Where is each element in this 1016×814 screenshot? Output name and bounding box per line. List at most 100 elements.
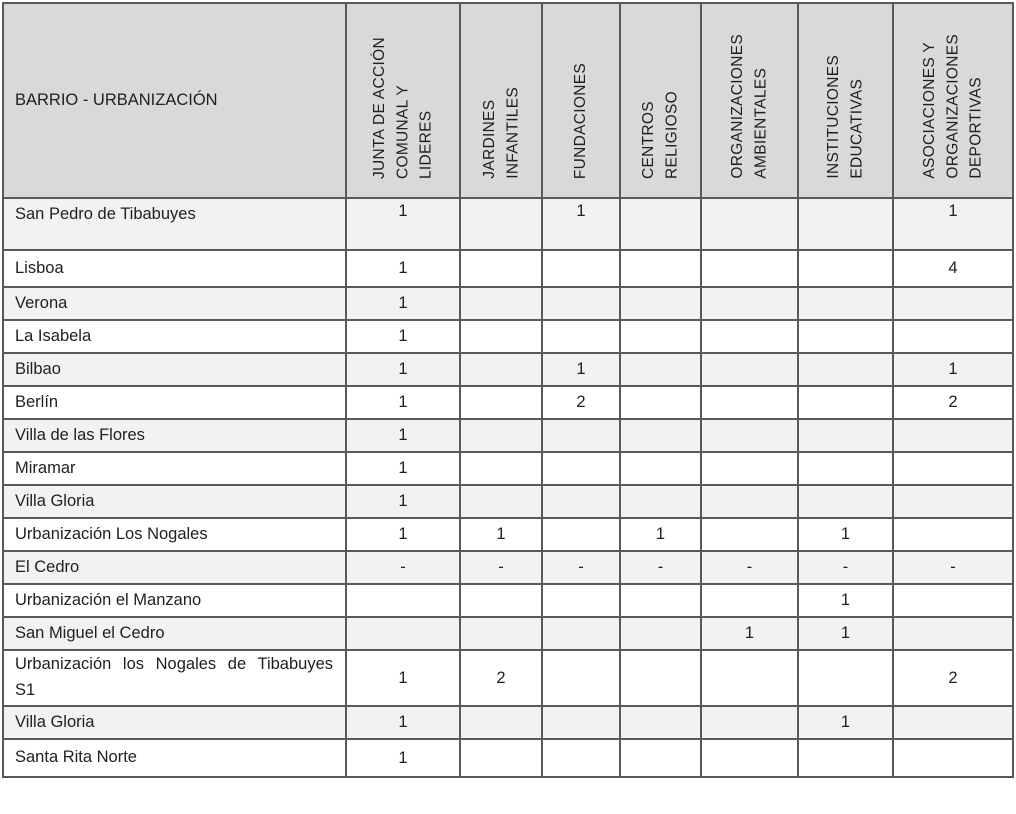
table-body: San Pedro de Tibabuyes 1 1 1 Lisboa 1 4 Verona 1… <box>2 197 1014 778</box>
value-cell <box>892 583 1014 618</box>
value-cell <box>619 451 702 486</box>
value-cell: - <box>619 550 702 585</box>
value-cell <box>892 705 1014 740</box>
value-cell: 1 <box>797 616 894 651</box>
barrio-name-cell: Villa Gloria <box>2 484 347 519</box>
table-row: Villa Gloria 1 <box>2 484 1014 519</box>
value-cell: 1 <box>892 352 1014 387</box>
barrio-name-cell: Villa de las Flores <box>2 418 347 453</box>
column-header-label: ASOCIACIONES Y ORGANIZACIONES DEPORTIVAS <box>921 34 985 179</box>
value-cell <box>797 197 894 251</box>
column-header-label: INSTITUCIONES EDUCATIVAS <box>825 55 866 179</box>
value-cell <box>797 484 894 519</box>
value-cell: - <box>797 550 894 585</box>
value-cell <box>892 286 1014 321</box>
column-header-2: FUNDACIONES <box>541 2 621 199</box>
value-cell: 1 <box>797 517 894 552</box>
value-cell <box>619 418 702 453</box>
value-cell <box>541 705 621 740</box>
column-header-label: JUNTA DE ACCIÓN COMUNAL Y LIDERES <box>371 36 435 179</box>
value-cell <box>541 249 621 288</box>
value-cell: - <box>345 550 461 585</box>
barrio-name-cell: Urbanización los Nogales de Tibabuyes S1 <box>2 649 347 707</box>
value-cell: - <box>700 550 799 585</box>
value-cell <box>619 705 702 740</box>
value-cell <box>700 249 799 288</box>
value-cell <box>459 197 543 251</box>
value-cell <box>345 616 461 651</box>
value-cell <box>541 418 621 453</box>
value-cell <box>619 583 702 618</box>
value-cell <box>541 517 621 552</box>
column-header-label: JARDINES INFANTILES <box>480 87 521 179</box>
value-cell <box>892 418 1014 453</box>
table-row: Villa de las Flores 1 <box>2 418 1014 453</box>
value-cell <box>797 649 894 707</box>
value-cell <box>700 385 799 420</box>
table-row: Verona 1 <box>2 286 1014 321</box>
column-header-label: FUNDACIONES <box>572 62 590 179</box>
value-cell: 1 <box>459 517 543 552</box>
barrio-name-cell: Miramar <box>2 451 347 486</box>
value-cell <box>797 352 894 387</box>
value-cell: 1 <box>345 385 461 420</box>
barrio-name-cell: San Pedro de Tibabuyes <box>2 197 347 251</box>
table-row: Urbanización los Nogales de Tibabuyes S1… <box>2 649 1014 707</box>
barrio-name-cell: Urbanización Los Nogales <box>2 517 347 552</box>
value-cell <box>700 197 799 251</box>
value-cell <box>619 286 702 321</box>
barrio-name-cell: Verona <box>2 286 347 321</box>
value-cell <box>700 517 799 552</box>
barrio-name-cell: Urbanización el Manzano <box>2 583 347 618</box>
value-cell <box>797 286 894 321</box>
value-cell: 1 <box>345 286 461 321</box>
value-cell <box>700 319 799 354</box>
value-cell <box>459 451 543 486</box>
table-row: San Pedro de Tibabuyes 1 1 1 <box>2 197 1014 251</box>
column-header-label: ORGANIZACIONES AMBIENTALES <box>729 34 770 179</box>
value-cell: 1 <box>345 451 461 486</box>
value-cell: 2 <box>541 385 621 420</box>
value-cell <box>541 738 621 778</box>
table-row: Bilbao 1 1 1 <box>2 352 1014 387</box>
value-cell <box>459 352 543 387</box>
barrio-name-cell: El Cedro <box>2 550 347 585</box>
value-cell <box>459 583 543 618</box>
value-cell <box>459 286 543 321</box>
value-cell <box>797 451 894 486</box>
value-cell <box>459 418 543 453</box>
column-header-4: ORGANIZACIONES AMBIENTALES <box>700 2 799 199</box>
value-cell <box>700 705 799 740</box>
value-cell: 1 <box>345 249 461 288</box>
barrio-name-cell: Villa Gloria <box>2 705 347 740</box>
table-row: Miramar 1 <box>2 451 1014 486</box>
value-cell: 1 <box>345 517 461 552</box>
value-cell <box>619 249 702 288</box>
value-cell: 1 <box>797 583 894 618</box>
value-cell <box>700 583 799 618</box>
table-row: Urbanización Los Nogales 1 1 1 1 <box>2 517 1014 552</box>
value-cell <box>619 484 702 519</box>
barrio-name-cell: Lisboa <box>2 249 347 288</box>
corner-header-barrio-urbanizacion: BARRIO - URBANIZACIÓN <box>2 2 347 199</box>
value-cell <box>797 249 894 288</box>
value-cell <box>541 319 621 354</box>
table-row: Villa Gloria 1 1 <box>2 705 1014 740</box>
value-cell <box>541 583 621 618</box>
value-cell <box>700 738 799 778</box>
value-cell <box>797 385 894 420</box>
column-header-0: JUNTA DE ACCIÓN COMUNAL Y LIDERES <box>345 2 461 199</box>
column-header-6: ASOCIACIONES Y ORGANIZACIONES DEPORTIVAS <box>892 2 1014 199</box>
table-row: El Cedro - - - - - - - <box>2 550 1014 585</box>
value-cell <box>892 484 1014 519</box>
table-row: Urbanización el Manzano 1 <box>2 583 1014 618</box>
value-cell: 1 <box>345 319 461 354</box>
value-cell <box>892 517 1014 552</box>
barrio-name-cell: Berlín <box>2 385 347 420</box>
value-cell <box>700 484 799 519</box>
value-cell <box>459 484 543 519</box>
value-cell: 1 <box>892 197 1014 251</box>
header-row: BARRIO - URBANIZACIÓN JUNTA DE ACCIÓN CO… <box>2 2 1014 199</box>
value-cell <box>892 451 1014 486</box>
value-cell: 1 <box>797 705 894 740</box>
